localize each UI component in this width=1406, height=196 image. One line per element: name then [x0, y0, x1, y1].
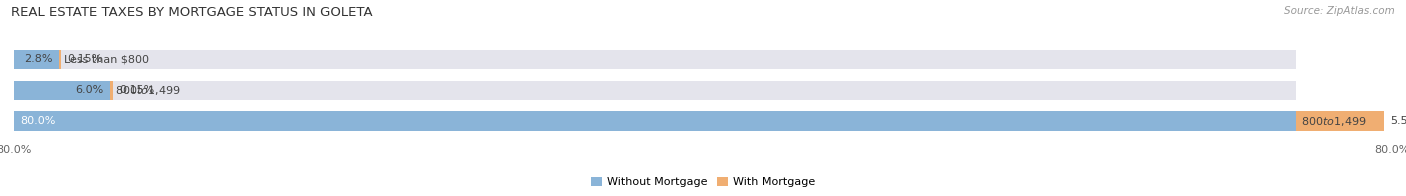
Text: $800 to $1,499: $800 to $1,499 — [1301, 114, 1367, 128]
Text: REAL ESTATE TAXES BY MORTGAGE STATUS IN GOLETA: REAL ESTATE TAXES BY MORTGAGE STATUS IN … — [11, 6, 373, 19]
Text: Less than $800: Less than $800 — [63, 54, 149, 64]
Bar — [14, 112, 1296, 131]
Text: $800 to $1,499: $800 to $1,499 — [115, 84, 180, 97]
Bar — [1296, 112, 1384, 131]
Text: 2.8%: 2.8% — [24, 54, 52, 64]
Text: Source: ZipAtlas.com: Source: ZipAtlas.com — [1284, 6, 1395, 16]
Text: 0.15%: 0.15% — [120, 85, 155, 95]
Bar — [14, 50, 59, 69]
Legend: Without Mortgage, With Mortgage: Without Mortgage, With Mortgage — [586, 172, 820, 192]
Text: 0.15%: 0.15% — [67, 54, 103, 64]
Text: 80.0%: 80.0% — [21, 116, 56, 126]
Bar — [14, 81, 1296, 100]
Bar — [59, 50, 62, 69]
Text: 6.0%: 6.0% — [76, 85, 104, 95]
Bar — [110, 81, 112, 100]
Text: 5.5%: 5.5% — [1391, 116, 1406, 126]
Bar — [14, 112, 1296, 131]
Bar — [14, 81, 110, 100]
Bar — [14, 50, 1296, 69]
